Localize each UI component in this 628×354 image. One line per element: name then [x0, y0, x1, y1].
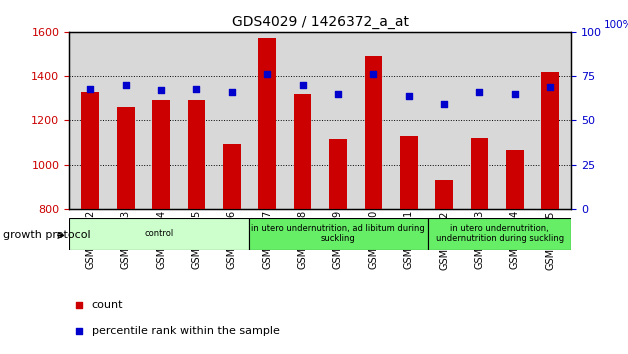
Point	[404, 93, 414, 98]
Point	[369, 72, 379, 77]
Point	[262, 72, 272, 77]
Point	[121, 82, 131, 88]
Title: GDS4029 / 1426372_a_at: GDS4029 / 1426372_a_at	[232, 16, 409, 29]
Bar	[428, 218, 571, 250]
Text: growth protocol: growth protocol	[3, 230, 91, 240]
Bar	[258, 39, 276, 209]
Bar	[506, 150, 524, 209]
Bar	[435, 180, 453, 209]
Bar	[541, 72, 559, 209]
Point	[227, 89, 237, 95]
Bar	[470, 138, 489, 209]
Point	[192, 86, 202, 91]
Text: 100%: 100%	[604, 20, 628, 30]
Point	[74, 302, 84, 308]
Bar	[152, 101, 170, 209]
Text: count: count	[92, 300, 123, 310]
Bar	[329, 139, 347, 209]
Bar	[364, 56, 382, 209]
Text: percentile rank within the sample: percentile rank within the sample	[92, 326, 279, 336]
Point	[510, 91, 520, 97]
Bar	[249, 218, 428, 250]
Bar	[223, 144, 241, 209]
Point	[475, 89, 485, 95]
Text: in utero undernutrition, ad libitum during
suckling: in utero undernutrition, ad libitum duri…	[251, 224, 425, 243]
Bar	[188, 101, 205, 209]
Point	[85, 86, 95, 91]
Text: control: control	[144, 229, 173, 238]
Bar	[82, 92, 99, 209]
Point	[298, 82, 308, 88]
Text: in utero undernutrition,
undernutrition during suckling: in utero undernutrition, undernutrition …	[436, 224, 564, 243]
Point	[74, 328, 84, 333]
Point	[156, 87, 166, 93]
Bar	[117, 107, 134, 209]
Bar	[400, 136, 418, 209]
Point	[545, 84, 555, 90]
Bar	[69, 218, 249, 250]
Point	[333, 91, 343, 97]
Point	[439, 102, 449, 107]
Bar	[294, 94, 311, 209]
